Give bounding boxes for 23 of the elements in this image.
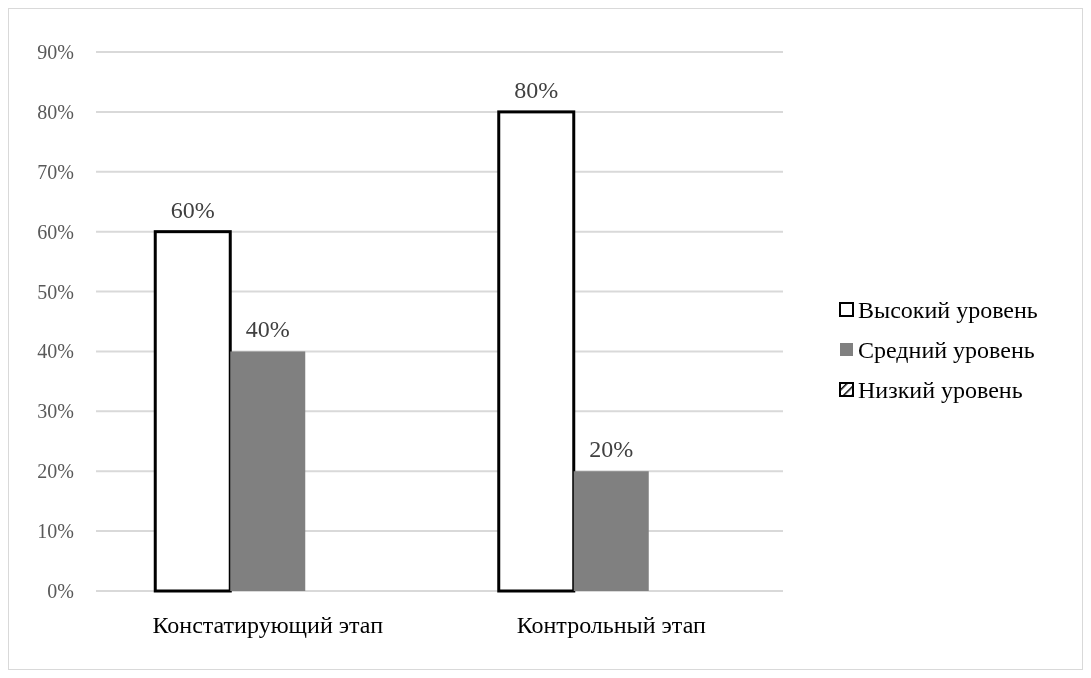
y-tick-label: 90%	[37, 41, 74, 63]
data-label: 40%	[245, 316, 290, 343]
bar	[497, 110, 576, 593]
y-tick-label: 0%	[47, 580, 74, 602]
data-label: 60%	[170, 196, 215, 223]
legend-label: Высокий уровень	[858, 297, 1038, 324]
x-tick-label: Контрольный этап	[516, 612, 706, 638]
data-label: 20%	[589, 436, 634, 463]
bar	[230, 351, 306, 591]
y-tick-label: 30%	[37, 400, 74, 423]
y-tick-label: 50%	[37, 280, 74, 303]
x-tick-label: Констатирующий этап	[152, 612, 384, 638]
bar	[573, 471, 649, 591]
y-tick-label: 20%	[37, 460, 74, 483]
y-tick-label: 80%	[37, 100, 74, 123]
legend-label: Низкий уровень	[858, 377, 1023, 404]
y-tick-label: 10%	[37, 520, 74, 543]
data-label: 80%	[514, 76, 559, 103]
y-tick-label: 70%	[37, 160, 74, 183]
bar	[153, 230, 232, 593]
y-tick-label: 60%	[37, 220, 74, 243]
legend-label: Средний уровень	[858, 337, 1035, 364]
y-tick-label: 40%	[37, 340, 74, 363]
